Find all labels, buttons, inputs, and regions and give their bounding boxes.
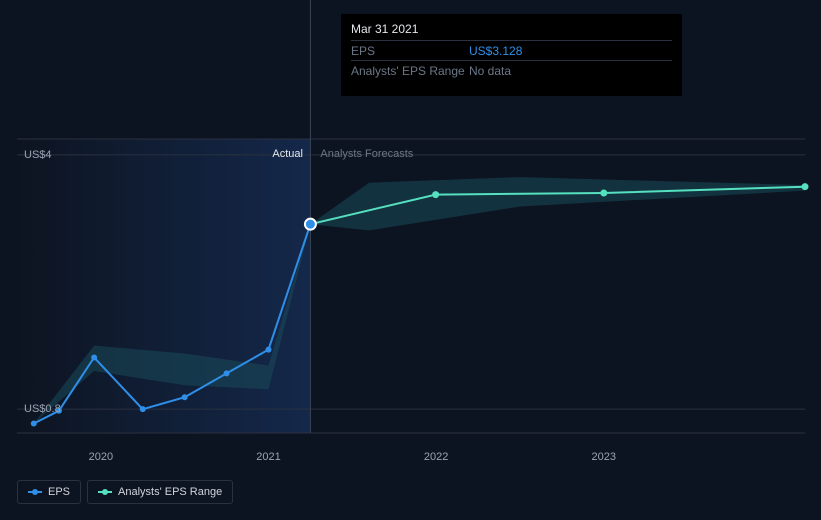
chart-area[interactable] xyxy=(17,125,805,443)
legend-label: Analysts' EPS Range xyxy=(118,486,222,498)
tooltip-value: No data xyxy=(469,64,511,78)
tooltip-date: Mar 31 2021 xyxy=(351,22,672,36)
x-axis-label: 2022 xyxy=(424,451,448,463)
tooltip-key: EPS xyxy=(351,44,469,58)
chart-legend: EPS Analysts' EPS Range xyxy=(17,480,233,504)
tooltip-value: US$3.128 xyxy=(469,44,522,58)
x-axis-label: 2020 xyxy=(89,451,113,463)
x-axis-label: 2021 xyxy=(256,451,280,463)
tooltip-row: Analysts' EPS RangeNo data xyxy=(351,60,672,78)
forecast-region-label: Analysts Forecasts xyxy=(320,148,413,160)
tooltip-row: EPSUS$3.128 xyxy=(351,40,672,58)
legend-swatch xyxy=(28,491,42,493)
chart-svg xyxy=(17,125,805,443)
legend-swatch xyxy=(98,491,112,493)
tooltip-key: Analysts' EPS Range xyxy=(351,64,469,78)
y-axis-label: US$0.8 xyxy=(24,403,61,415)
actual-region-label: Actual xyxy=(272,148,303,160)
legend-item[interactable]: EPS xyxy=(17,480,81,504)
legend-label: EPS xyxy=(48,486,70,498)
hover-tooltip: Mar 31 2021 EPSUS$3.128Analysts' EPS Ran… xyxy=(341,14,682,96)
x-axis-label: 2023 xyxy=(592,451,616,463)
y-axis-label: US$4 xyxy=(24,149,52,161)
legend-item[interactable]: Analysts' EPS Range xyxy=(87,480,233,504)
